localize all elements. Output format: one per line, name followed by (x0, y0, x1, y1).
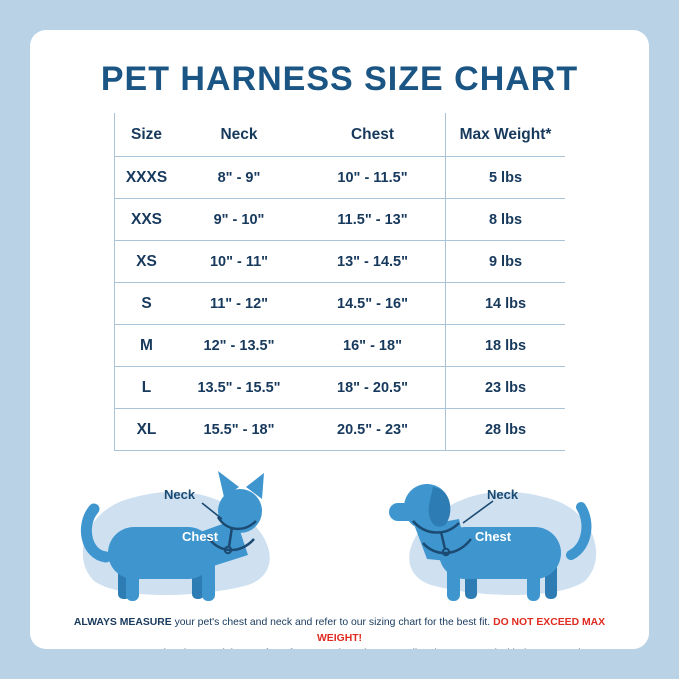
cell-max-weight: 5 lbs (445, 157, 565, 198)
cell-size: M (140, 336, 153, 354)
cell-max-weight: 23 lbs (445, 367, 565, 408)
table-row: L 13.5" - 15.5" 18" - 20.5" 23 lbs (115, 367, 565, 409)
dog-neck-label: Neck (487, 487, 519, 502)
always-measure-label: ALWAYS MEASURE (73, 617, 172, 628)
table-row: M 12" - 13.5" 16" - 18" 18 lbs (115, 325, 565, 367)
cell-neck: 12" - 13.5" (203, 337, 275, 354)
cell-chest: 18" - 20.5" (337, 379, 408, 396)
header-size: Size (130, 125, 162, 143)
cat-chest-label: Chest (182, 529, 219, 544)
cell-neck: 9" - 10" (213, 211, 265, 228)
size-chart-table: Size Neck Chest Max Weight* XXXS 8" - 9"… (114, 113, 565, 451)
max-weight-warning: DO NOT EXCEED MAX WEIGHT! (316, 617, 606, 644)
cell-chest: 11.5" - 13" (337, 211, 408, 228)
cell-chest: 16" - 18" (343, 337, 402, 354)
cell-max-weight: 9 lbs (445, 241, 565, 282)
cell-neck: 11" - 12" (209, 295, 269, 312)
cell-neck: 13.5" - 15.5" (197, 379, 281, 396)
table-row: XXS 9" - 10" 11.5" - 13" 8 lbs (115, 199, 565, 241)
table-row: XL 15.5" - 18" 20.5" - 23" 28 lbs (115, 409, 565, 451)
cell-neck: 10" - 11" (209, 253, 269, 270)
dog-illustration: Neck Chest (375, 461, 615, 611)
cell-size: S (141, 294, 152, 312)
cell-size: XXXS (125, 168, 168, 186)
size-chart-card: PET HARNESS SIZE CHART Size Neck Chest M… (30, 30, 649, 649)
table-row: XXXS 8" - 9" 10" - 11.5" 5 lbs (115, 157, 565, 199)
cell-size: XS (136, 252, 157, 270)
cell-max-weight: 28 lbs (445, 409, 565, 450)
dog-harness-icon (389, 484, 597, 601)
header-chest: Chest (350, 125, 395, 143)
cat-neck-label: Neck (164, 487, 196, 502)
cell-neck: 8" - 9" (217, 169, 261, 186)
table-row: XS 10" - 11" 13" - 14.5" 9 lbs (115, 241, 565, 283)
cell-max-weight: 18 lbs (445, 325, 565, 366)
measurement-illustrations: Neck Chest Neck (30, 461, 649, 611)
dog-chest-label: Chest (475, 529, 512, 544)
table-header-row: Size Neck Chest Max Weight* (115, 113, 565, 157)
header-max-weight: Max Weight* (445, 113, 565, 156)
header-neck: Neck (220, 125, 258, 143)
cell-chest: 20.5" - 23" (337, 421, 408, 438)
cell-size: XXS (130, 210, 162, 228)
table-row: S 11" - 12" 14.5" - 16" 14 lbs (115, 283, 565, 325)
cell-size: XL (136, 420, 157, 438)
cell-max-weight: 14 lbs (445, 283, 565, 324)
cell-chest: 10" - 11.5" (337, 169, 408, 186)
measure-text: your pet's chest and neck and refer to o… (171, 617, 494, 628)
cell-neck: 15.5" - 18" (203, 421, 275, 438)
footnote: ALWAYS MEASURE your pet's chest and neck… (30, 615, 649, 649)
cat-harness-icon (80, 471, 270, 601)
page-title: PET HARNESS SIZE CHART (100, 60, 579, 98)
cell-chest: 14.5" - 16" (337, 295, 408, 312)
footnote-line-1: ALWAYS MEASURE your pet's chest and neck… (56, 615, 623, 646)
cat-illustration: Neck Chest (64, 461, 304, 611)
cell-chest: 13" - 14.5" (337, 253, 408, 270)
cell-size: L (141, 378, 152, 396)
cell-max-weight: 8 lbs (445, 199, 565, 240)
note-text: that these weights are for reference onl… (158, 648, 595, 649)
